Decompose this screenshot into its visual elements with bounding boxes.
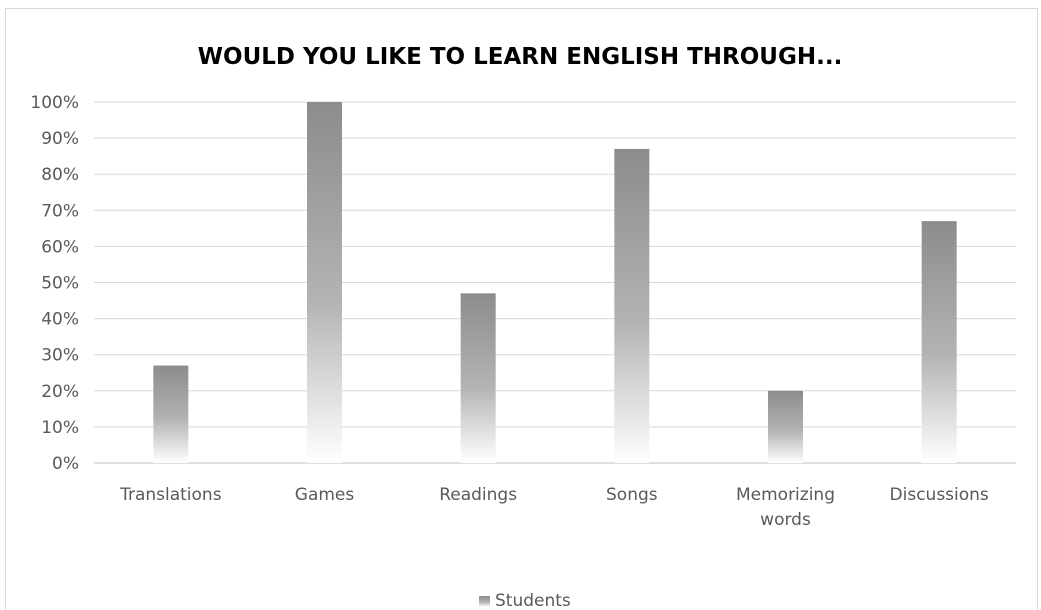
x-category-label: Games <box>295 485 355 505</box>
y-axis-ticks: 0% 10% 20% 30% 40% 50% 60% 70% 80% 90% 100% <box>30 93 79 474</box>
x-category-label: Songs <box>606 485 658 505</box>
y-tick-label: 50% <box>41 274 79 294</box>
bar <box>153 365 189 463</box>
legend-label: Students <box>495 591 571 610</box>
gridlines <box>94 101 1016 464</box>
bar <box>768 390 803 463</box>
x-category-label: Readings <box>439 485 517 505</box>
y-tick-label: 90% <box>41 129 79 149</box>
y-tick-label: 20% <box>41 382 79 402</box>
bars <box>153 102 957 463</box>
legend: Students <box>479 591 571 610</box>
y-tick-label: 40% <box>41 310 79 330</box>
x-category-label: words <box>760 510 811 530</box>
y-tick-label: 30% <box>41 346 79 366</box>
bar <box>307 102 342 463</box>
y-tick-label: 80% <box>41 165 79 185</box>
y-tick-label: 100% <box>30 93 79 113</box>
y-tick-label: 10% <box>41 418 79 438</box>
bar <box>460 293 496 463</box>
x-category-label: Translations <box>119 485 222 505</box>
x-axis-labels: Translations Games Readings Songs Memorizing… <box>119 485 989 530</box>
y-tick-label: 70% <box>41 201 79 221</box>
bar <box>614 148 650 463</box>
y-tick-label: 0% <box>52 454 79 474</box>
chart-frame <box>5 8 1038 610</box>
x-category-label: Memorizing <box>736 485 835 505</box>
chart-title: WOULD YOU LIKE TO LEARN ENGLISH THROUGH.… <box>198 44 843 70</box>
bar <box>921 221 957 463</box>
x-category-label: Discussions <box>890 485 989 505</box>
legend-swatch <box>479 596 490 607</box>
y-tick-label: 60% <box>41 237 79 257</box>
